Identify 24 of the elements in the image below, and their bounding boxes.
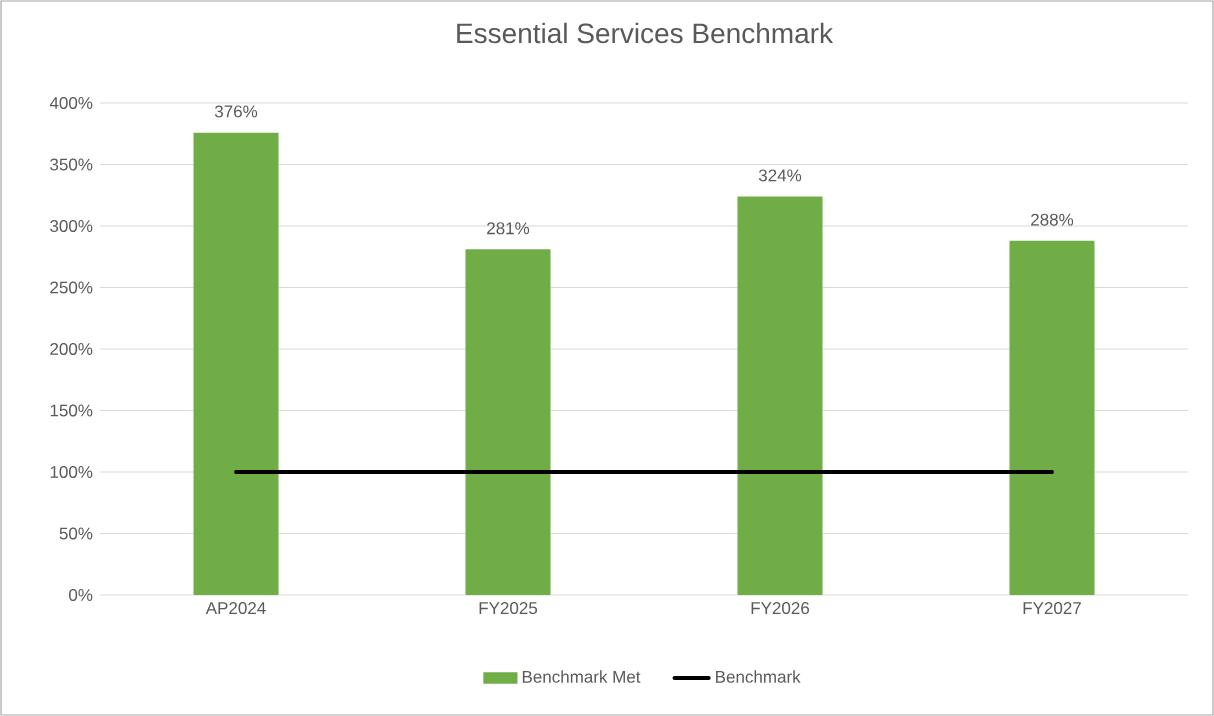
data-label: 288%: [1031, 213, 1074, 226]
legend-label: Benchmark: [716, 670, 801, 683]
y-tick-label: 100%: [50, 465, 93, 478]
y-tick-label: 50%: [59, 527, 93, 540]
data-label: 281%: [487, 222, 530, 235]
bar: [465, 249, 551, 595]
y-tick-label: 350%: [50, 158, 93, 171]
y-tick-label: 0%: [69, 588, 93, 601]
y-tick-label: 400%: [49, 96, 93, 109]
x-tick-label: FY2026: [751, 602, 810, 615]
data-label: 376%: [214, 105, 258, 118]
y-tick-label: 150%: [50, 404, 93, 417]
chart-title: Essential Services Benchmark: [457, 22, 834, 44]
legend-label: Benchmark Met: [522, 670, 641, 683]
y-tick-label: 250%: [50, 281, 93, 294]
bar: [193, 132, 279, 595]
y-tick-label: 200%: [50, 342, 93, 355]
y-tick-label: 300%: [50, 219, 93, 232]
x-tick-label: AP2024: [205, 602, 266, 615]
bar: [737, 196, 823, 595]
bar: [1009, 240, 1095, 595]
data-label: 324%: [758, 169, 802, 182]
x-tick-label: FY2027: [1023, 602, 1081, 615]
x-tick-label: FY2025: [479, 602, 538, 615]
